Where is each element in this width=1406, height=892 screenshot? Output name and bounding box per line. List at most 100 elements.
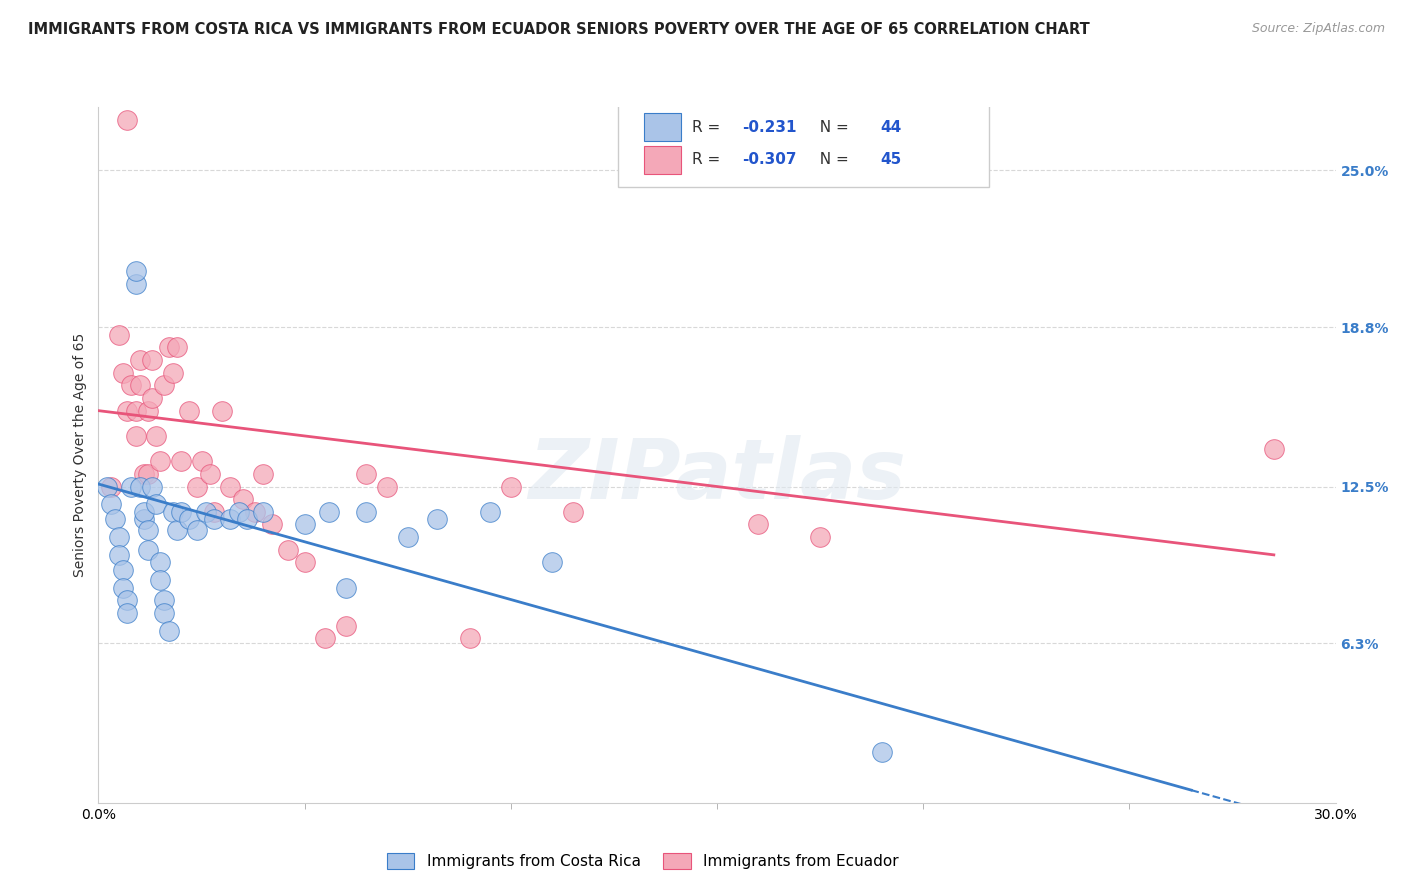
Point — [170, 454, 193, 468]
Point — [870, 745, 893, 759]
Point — [128, 378, 150, 392]
Point — [277, 542, 299, 557]
Legend: Immigrants from Costa Rica, Immigrants from Ecuador: Immigrants from Costa Rica, Immigrants f… — [381, 847, 905, 875]
Point — [458, 632, 481, 646]
Point — [117, 403, 139, 417]
Point — [499, 479, 522, 493]
Point — [243, 505, 266, 519]
Point — [124, 429, 146, 443]
FancyBboxPatch shape — [644, 113, 681, 141]
Point — [141, 353, 163, 368]
Point — [149, 454, 172, 468]
Point — [252, 505, 274, 519]
Point — [190, 454, 212, 468]
Point — [149, 573, 172, 587]
FancyBboxPatch shape — [644, 146, 681, 174]
Point — [124, 403, 146, 417]
Point — [375, 479, 398, 493]
Point — [186, 523, 208, 537]
Point — [108, 530, 131, 544]
Point — [335, 618, 357, 632]
Point — [219, 512, 242, 526]
Text: R =: R = — [692, 153, 725, 168]
Point — [356, 505, 378, 519]
Point — [166, 340, 188, 354]
Point — [136, 467, 159, 481]
Point — [479, 505, 502, 519]
Point — [117, 112, 139, 127]
Point — [162, 505, 184, 519]
Point — [219, 479, 242, 493]
Point — [132, 467, 155, 481]
Text: N =: N = — [810, 153, 853, 168]
Point — [194, 505, 217, 519]
Point — [1263, 442, 1285, 456]
Point — [426, 512, 449, 526]
Point — [179, 403, 201, 417]
Point — [236, 512, 259, 526]
Point — [149, 556, 172, 570]
Point — [157, 340, 180, 354]
Text: -0.307: -0.307 — [742, 153, 796, 168]
Text: ZIPatlas: ZIPatlas — [529, 435, 905, 516]
Point — [132, 512, 155, 526]
Point — [145, 429, 167, 443]
Point — [198, 467, 221, 481]
Text: R =: R = — [692, 120, 725, 135]
Text: 45: 45 — [880, 153, 901, 168]
Point — [136, 542, 159, 557]
Point — [104, 512, 127, 526]
Point — [356, 467, 378, 481]
Point — [186, 479, 208, 493]
Point — [108, 548, 131, 562]
Text: N =: N = — [810, 120, 853, 135]
Point — [153, 606, 176, 620]
Point — [808, 530, 831, 544]
Point — [108, 327, 131, 342]
Point — [124, 264, 146, 278]
Point — [141, 479, 163, 493]
Point — [145, 497, 167, 511]
Point — [396, 530, 419, 544]
Point — [294, 556, 316, 570]
Point — [128, 479, 150, 493]
FancyBboxPatch shape — [619, 103, 990, 187]
Point — [747, 517, 769, 532]
Point — [136, 523, 159, 537]
Point — [96, 479, 118, 493]
Point — [202, 505, 225, 519]
Point — [112, 366, 135, 380]
Point — [228, 505, 250, 519]
Point — [117, 593, 139, 607]
Point — [202, 512, 225, 526]
Point — [120, 479, 142, 493]
Point — [166, 523, 188, 537]
Point — [153, 593, 176, 607]
Point — [179, 512, 201, 526]
Point — [112, 581, 135, 595]
Point — [132, 505, 155, 519]
Text: Source: ZipAtlas.com: Source: ZipAtlas.com — [1251, 22, 1385, 36]
Point — [260, 517, 283, 532]
Point — [232, 492, 254, 507]
Point — [561, 505, 583, 519]
Point — [157, 624, 180, 638]
Point — [318, 505, 340, 519]
Point — [112, 563, 135, 577]
Text: IMMIGRANTS FROM COSTA RICA VS IMMIGRANTS FROM ECUADOR SENIORS POVERTY OVER THE A: IMMIGRANTS FROM COSTA RICA VS IMMIGRANTS… — [28, 22, 1090, 37]
Point — [211, 403, 233, 417]
Text: 44: 44 — [880, 120, 901, 135]
Point — [162, 366, 184, 380]
Point — [117, 606, 139, 620]
Point — [153, 378, 176, 392]
Point — [335, 581, 357, 595]
Point — [136, 403, 159, 417]
Point — [128, 353, 150, 368]
Y-axis label: Seniors Poverty Over the Age of 65: Seniors Poverty Over the Age of 65 — [73, 333, 87, 577]
Point — [141, 391, 163, 405]
Point — [120, 378, 142, 392]
Point — [314, 632, 336, 646]
Point — [541, 556, 564, 570]
Point — [252, 467, 274, 481]
Point — [100, 497, 122, 511]
